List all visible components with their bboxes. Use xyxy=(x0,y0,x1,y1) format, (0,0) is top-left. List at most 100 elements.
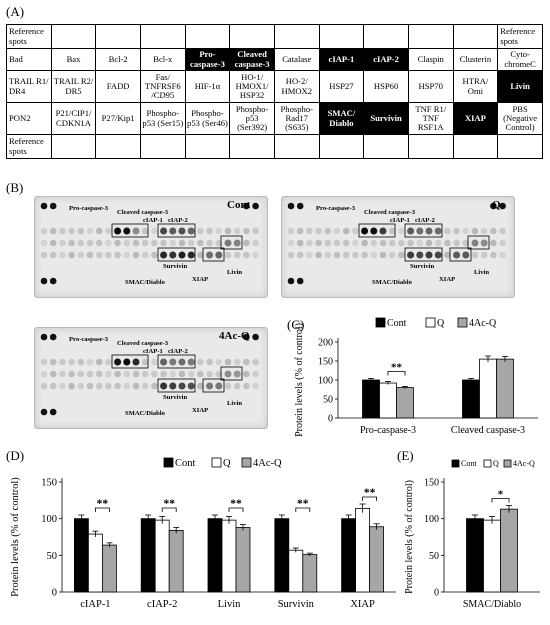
blot-spot xyxy=(49,358,57,366)
blot-spot-target xyxy=(416,251,424,259)
blot-spot xyxy=(296,227,304,235)
blot-spot xyxy=(95,370,103,378)
blot-label-survivin: Survivin xyxy=(410,263,435,270)
blot-spot xyxy=(49,239,57,247)
blot-spot xyxy=(59,239,66,247)
blot-spot xyxy=(105,227,112,235)
legend-swatch xyxy=(375,317,386,328)
blot-spot-target xyxy=(233,239,241,247)
table-cell xyxy=(50,24,97,49)
blot-spot xyxy=(160,239,167,247)
bar xyxy=(235,527,251,593)
table-row: Reference spots xyxy=(6,134,543,159)
significance-label: ** xyxy=(391,361,403,373)
blot-spot xyxy=(306,251,313,259)
blot-spot xyxy=(342,227,350,235)
table-cell: Survivin xyxy=(363,102,409,135)
blot-spot xyxy=(40,239,48,247)
blot-spot-target xyxy=(434,251,442,259)
y-tick-label: 0 xyxy=(52,588,57,599)
blot-spot-target xyxy=(187,251,195,259)
bar xyxy=(496,358,514,419)
significance-bracket xyxy=(295,507,311,512)
table-cell: P21/CIP1/ CDKN1A xyxy=(50,102,97,135)
blot-label-livin: Livin xyxy=(227,400,243,407)
blot-spot xyxy=(398,227,405,235)
blot-spot xyxy=(287,277,295,285)
table-cell: Reference spots xyxy=(497,24,543,49)
blot-spot xyxy=(352,227,359,235)
blot-spot xyxy=(197,370,204,378)
legend-swatch xyxy=(503,459,512,468)
blot-spot-target xyxy=(233,370,241,378)
blot-spot xyxy=(178,370,186,378)
legend-label: 4Ac-Q xyxy=(253,458,282,469)
blot-spot xyxy=(105,358,112,366)
blot-spot xyxy=(178,239,186,247)
bar xyxy=(341,518,357,593)
blot-spot-target xyxy=(462,251,470,259)
blot-spot xyxy=(49,408,57,416)
significance-bracket xyxy=(161,507,177,512)
blot-spot xyxy=(123,382,131,390)
blot-label-smac-diablo: SMAC/Diablo xyxy=(125,279,165,286)
blot-spot xyxy=(224,358,232,366)
y-axis-label: Protein levels (% of control) xyxy=(10,477,21,597)
blot-spot xyxy=(132,239,140,247)
table-cell: HSP27 xyxy=(318,70,365,103)
table-cell xyxy=(407,24,454,49)
blot-spot xyxy=(95,358,103,366)
blot-spot xyxy=(40,251,48,259)
blot-spot xyxy=(379,239,387,247)
blot-spot xyxy=(40,227,48,235)
legend-swatch xyxy=(163,457,174,468)
blot-spot-target xyxy=(215,251,223,259)
blot-highlight-box xyxy=(404,247,443,262)
x-tick-label: Pro-caspase-3 xyxy=(360,425,416,436)
blot-spot xyxy=(215,227,223,235)
blot-spot xyxy=(252,227,259,235)
blot-label-ciap-1: cIAP-1 xyxy=(390,217,410,224)
bar xyxy=(369,526,385,593)
blot-spot-target xyxy=(178,358,186,366)
blot-spot xyxy=(49,227,57,235)
blot-highlight-box xyxy=(220,235,243,250)
blot-spot xyxy=(86,239,94,247)
blot-label-xiap: XIAP xyxy=(192,276,209,283)
table-cell: TRAIL R2/ DR5 xyxy=(50,70,97,103)
table-cell xyxy=(273,134,320,159)
blot-spot xyxy=(141,227,149,235)
x-tick-label: Cleaved caspase-3 xyxy=(451,425,525,436)
blot-spot xyxy=(59,370,66,378)
blot-spot xyxy=(40,370,48,378)
blot-spot xyxy=(490,251,497,259)
blot-spot xyxy=(333,251,341,259)
bar xyxy=(355,508,371,593)
blot-spot xyxy=(342,239,350,247)
table-cell: P27/Kip1 xyxy=(95,102,141,135)
table-cell: Clusterin xyxy=(452,48,499,71)
blot-label-survivin: Survivin xyxy=(163,394,188,401)
blot-spot xyxy=(151,358,158,366)
blot-spot xyxy=(123,251,131,259)
blot-spot xyxy=(105,239,112,247)
blot-spot-target xyxy=(132,227,140,235)
blot-label-ciap-2: cIAP-2 xyxy=(168,348,188,355)
blot-spot xyxy=(361,239,368,247)
blot-label-cleaved-caspase-3: Cleaved caspase-3 xyxy=(117,209,169,216)
blot-spot xyxy=(388,239,396,247)
significance-label: ** xyxy=(230,498,242,510)
bar xyxy=(207,518,223,593)
blot-spot xyxy=(252,202,259,210)
blot-spot xyxy=(49,202,57,210)
table-cell: Cyto-chromeC xyxy=(497,48,543,71)
blot-spot xyxy=(398,251,405,259)
blot-spot xyxy=(123,370,131,378)
blot-spot xyxy=(77,358,85,366)
bar xyxy=(274,518,290,593)
blot-spot xyxy=(40,408,48,416)
legend-label: Q xyxy=(437,318,445,329)
table-cell: HO-1/ HMOX1/ HSP32 xyxy=(229,70,275,103)
table-cell: Bad xyxy=(6,48,52,71)
panel-label-e: (E) xyxy=(397,448,414,463)
